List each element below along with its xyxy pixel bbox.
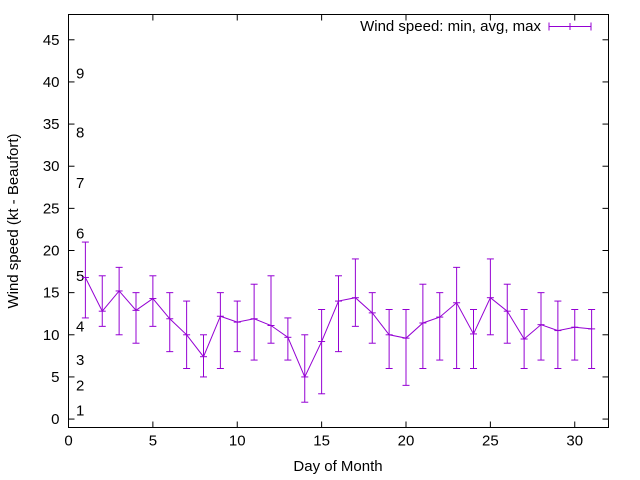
y-axis-label: Wind speed (kt - Beaufort): [5, 133, 22, 308]
beaufort-label: 5: [76, 268, 84, 285]
beaufort-label: 2: [76, 377, 84, 394]
avg-series-line: [84, 277, 592, 379]
legend-label: Wind speed: min, avg, max: [360, 18, 541, 35]
x-tick-label: 0: [64, 433, 72, 450]
y-tick-label: 5: [51, 369, 59, 386]
plot-frame: [68, 14, 609, 428]
y-tick-label: 35: [43, 116, 60, 133]
beaufort-label: 8: [76, 125, 84, 142]
x-tick-label: 5: [149, 433, 157, 450]
beaufort-label: 4: [76, 318, 84, 335]
y-tick-label: 30: [43, 158, 60, 175]
x-tick-label: 30: [566, 433, 583, 450]
y-tick-label: 0: [51, 411, 59, 428]
error-bars: [81, 241, 596, 403]
x-tick-label: 15: [313, 433, 330, 450]
y-tick-label: 25: [43, 200, 60, 217]
beaufort-label: 6: [76, 226, 84, 243]
beaufort-scale-labels: 1 2 3 4 5 6 7 8 9: [76, 66, 84, 420]
y-tick-label: 10: [43, 327, 60, 344]
y-tick-label: 45: [43, 32, 60, 49]
x-tick-label: 20: [398, 433, 415, 450]
beaufort-label: 3: [76, 352, 84, 369]
beaufort-label: 1: [76, 403, 84, 420]
y-tick-label: 20: [43, 243, 60, 260]
beaufort-label: 7: [76, 175, 84, 192]
y-tick-label: 15: [43, 285, 60, 302]
y-tick-label: 40: [43, 74, 60, 91]
beaufort-label: 9: [76, 66, 84, 83]
legend: Wind speed: min, avg, max: [360, 18, 592, 35]
x-axis-label: Day of Month: [293, 458, 382, 475]
x-tick-label: 10: [229, 433, 246, 450]
x-tick-label: 25: [482, 433, 499, 450]
average-line: [84, 277, 592, 379]
